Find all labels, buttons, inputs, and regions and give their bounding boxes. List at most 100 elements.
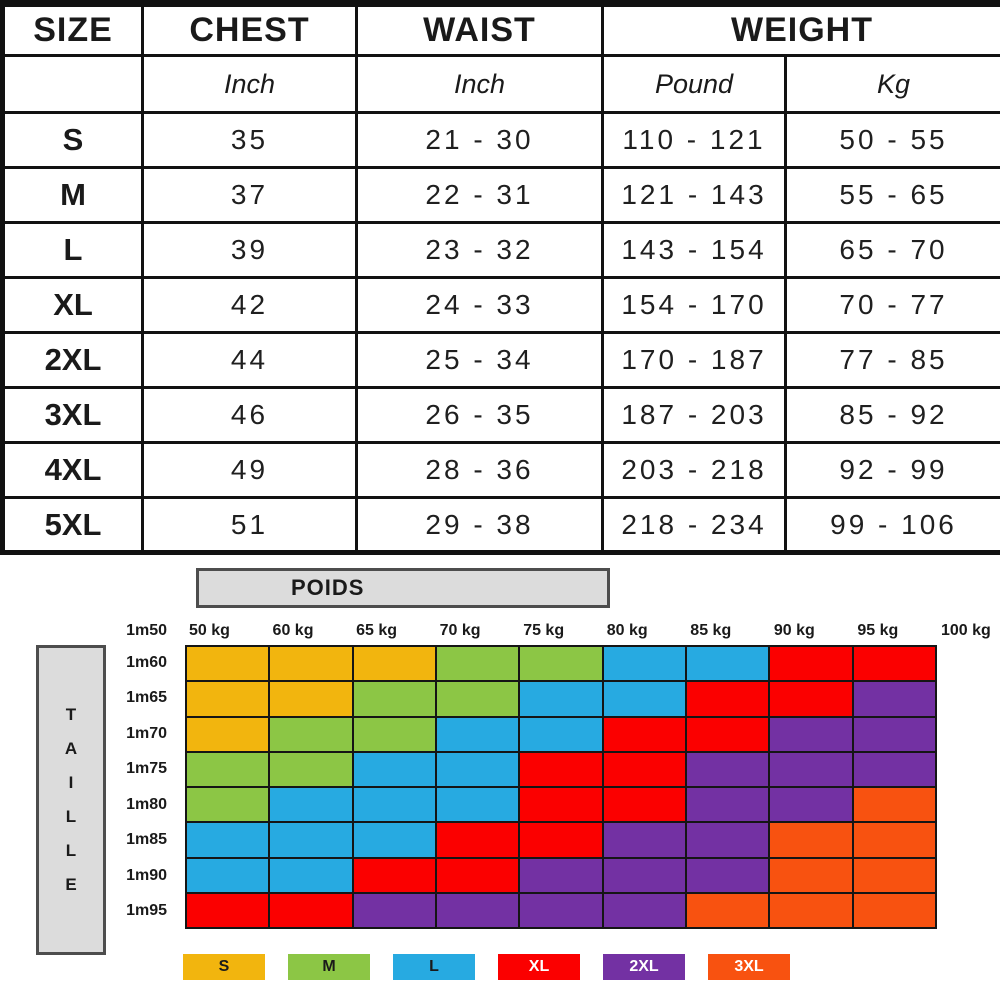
fit-cell-s [187,717,269,751]
fit-cell-3xl [770,858,852,892]
fit-cell-xl [520,752,602,786]
fit-cell-xl [853,647,935,681]
column-header-chest: CHEST [141,2,358,57]
column-header-weight: WEIGHT [600,2,1000,57]
size-cell: XL [1,276,144,334]
fit-cell-s [187,647,269,681]
weight-label: 80 kg [606,622,648,639]
size-table-row: M 37 22 - 31 121 - 143 55 - 65 [1,166,1000,224]
fit-cell-2xl [603,823,685,857]
fit-cell-xl [770,682,852,716]
fit-cell-l [270,823,352,857]
size-table-body: S 35 21 - 30 110 - 121 50 - 55 M 37 22 - 31 121 … [1,111,1000,554]
height-label: 1m85 [126,831,167,849]
fit-cell-xl [603,752,685,786]
fit-cell-xl [437,858,519,892]
fit-cell-xl [353,858,435,892]
fit-cell-2xl [353,893,435,927]
size-cell: 2XL [1,331,144,389]
chest-cell: 39 [141,221,358,279]
fit-cell-xl [770,647,852,681]
pound-cell: 110 - 121 [601,111,787,169]
fit-cell-l [520,682,602,716]
size-table-row: XL 42 24 - 33 154 - 170 70 - 77 [1,276,1000,334]
pound-cell: 170 - 187 [601,331,787,389]
kg-cell: 70 - 77 [783,276,1000,334]
fit-cell-l [187,858,269,892]
chest-cell: 44 [141,331,358,389]
fit-cell-3xl [687,893,769,927]
poids-title: POIDS [291,575,365,600]
pound-cell: 154 - 170 [601,276,787,334]
kg-cell: 55 - 65 [783,166,1000,224]
weight-label: 95 kg [857,622,899,639]
fit-cell-xl [603,788,685,822]
fit-cell-2xl [687,858,769,892]
column-header-waist: WAIST [355,2,604,57]
fit-cell-3xl [853,893,935,927]
fit-cell-s [270,682,352,716]
fit-cell-2xl [853,717,935,751]
size-table-unit-row: Inch Inch Pound Kg [1,54,1000,114]
size-table-row: 3XL 46 26 - 35 187 - 203 85 - 92 [1,386,1000,444]
fit-cell-xl [270,893,352,927]
fit-cell-m [270,752,352,786]
fit-cell-3xl [853,788,935,822]
fit-cell-xl [687,682,769,716]
weight-label: 100 kg [940,622,991,639]
legend-swatch-xl: XL [498,954,580,980]
weight-label: 50 kg [189,622,230,639]
waist-cell: 25 - 34 [355,331,604,389]
chest-cell: 51 [141,496,358,554]
chest-cell: 37 [141,166,358,224]
fit-cell-2xl [520,858,602,892]
size-table-row: 5XL 51 29 - 38 218 - 234 99 - 106 [1,496,1000,554]
fit-grid [185,645,937,929]
legend-swatch-s: S [183,954,265,980]
taille-letter: T [65,705,77,724]
fit-cell-3xl [770,893,852,927]
taille-letter: L [65,841,77,860]
kg-cell: 85 - 92 [783,386,1000,444]
size-table-header-row: SIZE CHEST WAIST WEIGHT [1,2,1000,57]
fit-cell-2xl [687,752,769,786]
legend-swatch-l: L [393,954,475,980]
fit-cell-xl [687,717,769,751]
fit-cell-m [437,682,519,716]
kg-cell: 50 - 55 [783,111,1000,169]
waist-cell: 29 - 38 [355,496,604,554]
corner-height-label: 1m50 [126,622,167,639]
kg-cell: 77 - 85 [783,331,1000,389]
fit-cell-m [353,682,435,716]
pound-cell: 187 - 203 [601,386,787,444]
height-label: 1m90 [126,866,167,884]
poids-title-box: POIDS [196,568,610,608]
weight-label: 60 kg [272,622,314,639]
weight-label: 65 kg [356,622,398,639]
fit-cell-xl [437,823,519,857]
height-label: 1m65 [126,689,167,707]
fit-cell-m [353,717,435,751]
size-table-row: S 35 21 - 30 110 - 121 50 - 55 [1,111,1000,169]
pound-cell: 203 - 218 [601,441,787,499]
fit-cell-2xl [520,893,602,927]
fit-cell-m [187,788,269,822]
height-label: 1m80 [126,795,167,813]
unit-cell-chest: Inch [141,54,358,114]
legend-swatch-3xl: 3XL [708,954,790,980]
fit-cell-3xl [853,858,935,892]
fit-cell-l [353,788,435,822]
size-table-row: L 39 23 - 32 143 - 154 65 - 70 [1,221,1000,279]
kg-cell: 65 - 70 [783,221,1000,279]
chest-cell: 42 [141,276,358,334]
height-label: 1m95 [126,902,167,920]
pound-cell: 218 - 234 [601,496,787,554]
chest-cell: 46 [141,386,358,444]
fit-cell-2xl [687,823,769,857]
column-header-size: SIZE [1,2,144,57]
fit-cell-xl [187,893,269,927]
fit-cell-xl [603,717,685,751]
fit-cell-s [353,647,435,681]
kg-cell: 92 - 99 [783,441,1000,499]
